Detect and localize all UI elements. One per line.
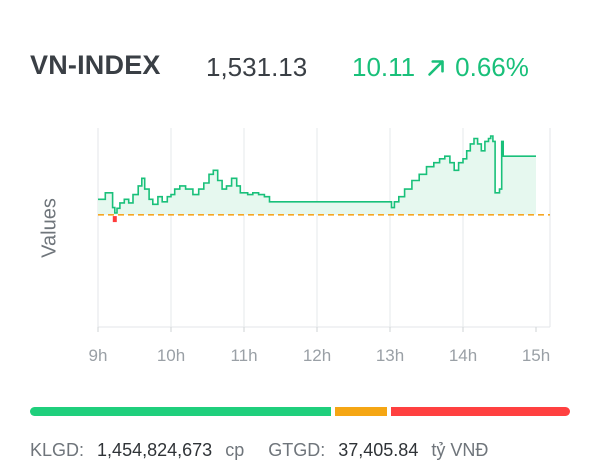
x-tick-label-9h: 9h: [88, 346, 108, 365]
series-line-0: [98, 135, 536, 214]
x-tick-label-15h: 15h: [521, 346, 551, 365]
low-marker-0: [112, 216, 117, 223]
x-tick-label-11h: 11h: [230, 346, 258, 365]
x-tick-label-13h: 13h: [375, 346, 405, 365]
x-tick-label-14h: 14h: [448, 346, 478, 365]
index-header: VN-INDEX 1,531.13 10.11 0.66%: [30, 50, 580, 90]
change-points: 10.11: [352, 52, 416, 82]
value-unit: tỷ VNĐ: [431, 440, 489, 460]
index-change: 10.11 0.66%: [352, 52, 529, 83]
x-tick-label-12h: 12h: [302, 346, 332, 365]
volume-value: 1,454,824,673: [97, 440, 213, 460]
index-name: VN-INDEX: [30, 50, 161, 80]
trading-summary: KLGD: 1,454,824,673 cp GTGD: 37,405.84 t…: [30, 440, 488, 461]
volume-unit: cp: [225, 440, 245, 460]
series-area-0: [98, 136, 536, 215]
breadth-segment-unchanged: [335, 407, 388, 416]
breadth-segment-decliners: [391, 407, 570, 416]
value-label: GTGD:: [268, 440, 326, 460]
value-value: 37,405.84: [338, 440, 419, 460]
index-value: 1,531.13: [206, 52, 308, 82]
breadth-segment-advancers: [30, 407, 332, 416]
change-percent: 0.66%: [455, 52, 529, 82]
x-tick-label-10h: 10h: [156, 346, 186, 365]
arrow-up-right-icon: [428, 59, 444, 76]
volume-label: KLGD:: [30, 440, 85, 460]
